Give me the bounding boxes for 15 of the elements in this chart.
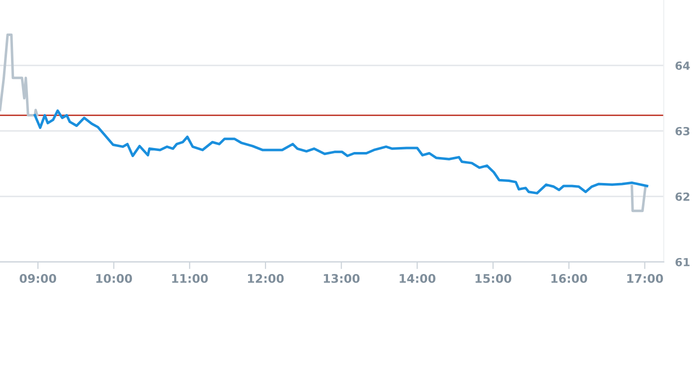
y-tick-label: 62: [676, 192, 690, 201]
x-tick-label: 10:00: [96, 274, 132, 283]
line-series: [34, 109, 648, 194]
x-tick-label: 11:00: [172, 274, 208, 283]
y-tick-label: 63: [676, 126, 690, 136]
x-tick-label: 12:00: [248, 274, 284, 283]
x-tick-label: 17:00: [627, 274, 663, 283]
x-tick-label: 16:00: [551, 274, 588, 283]
line-series: [0, 33, 38, 117]
x-tick-label: 13:00: [324, 274, 360, 283]
x-tick-label: 15:00: [476, 274, 512, 283]
x-tick-label: 14:00: [400, 274, 436, 283]
y-tick-label: 64: [676, 61, 690, 70]
x-tick-label: 09:00: [20, 274, 56, 283]
y-tick-label: 61: [676, 258, 690, 266]
